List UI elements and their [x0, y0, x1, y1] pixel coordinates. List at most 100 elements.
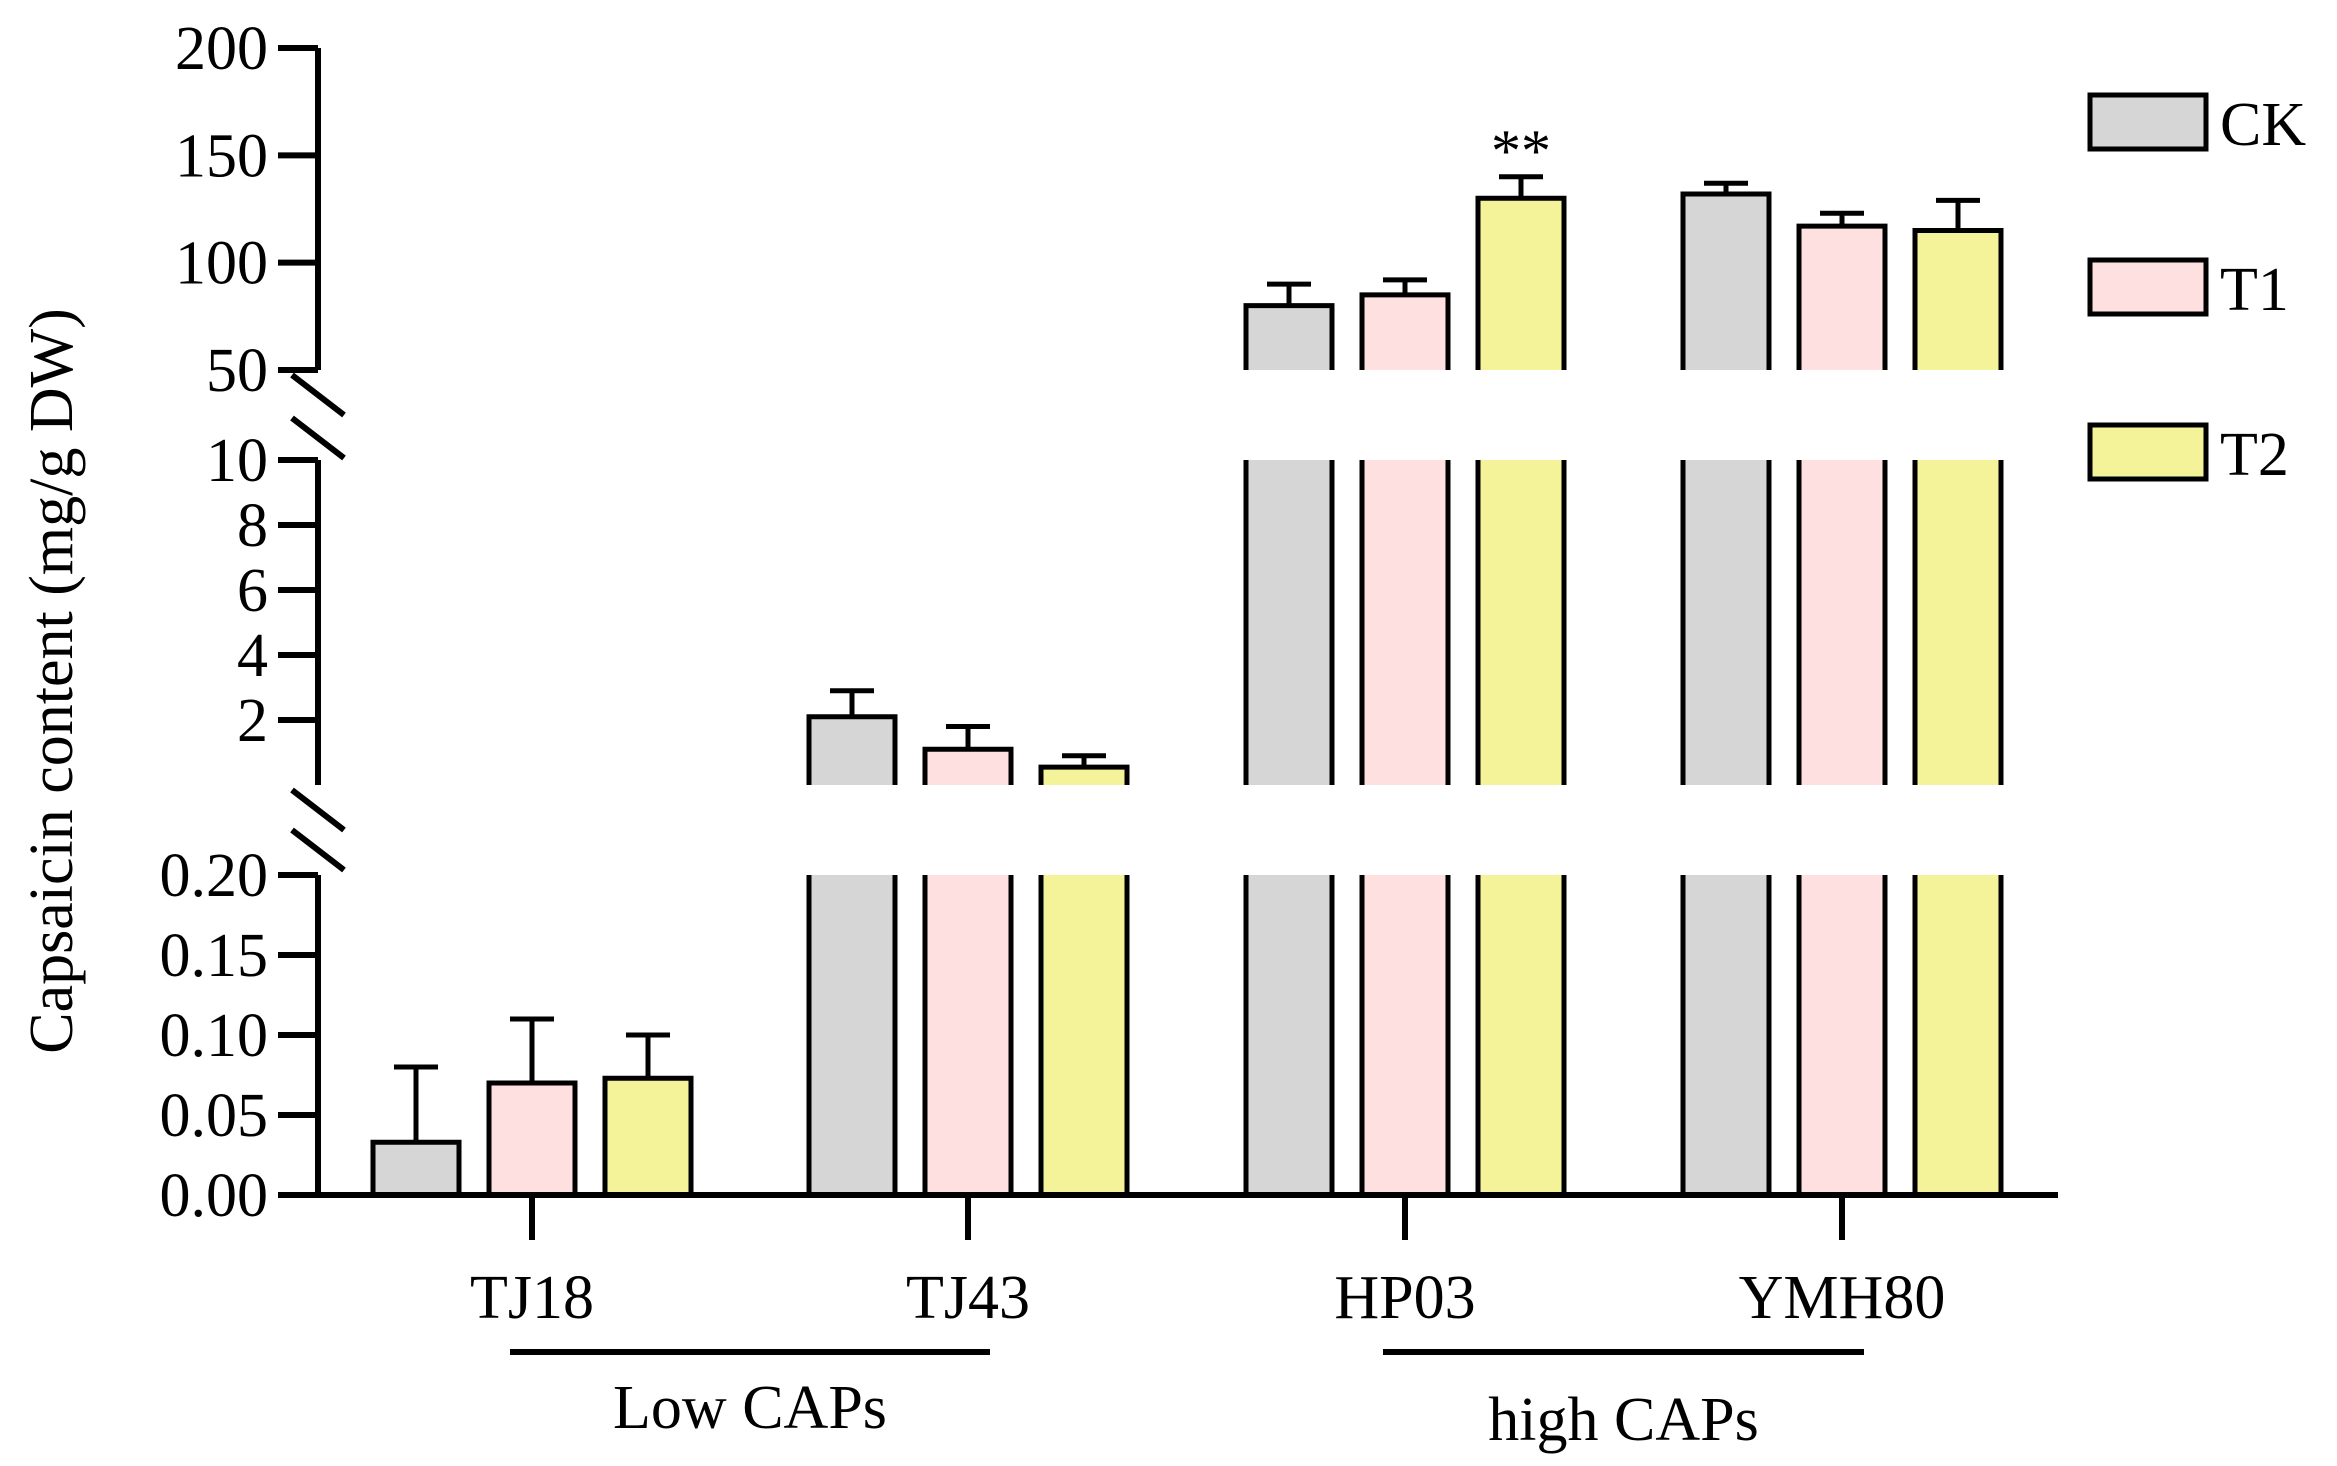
- bar-fill: [1041, 875, 1127, 1195]
- bar-t2-tj18: [602, 1075, 694, 1195]
- bar-fill: [1915, 875, 2001, 1195]
- y-tick-label: 0.00: [160, 1162, 269, 1230]
- bar-t2-hp03-part3: [1475, 195, 1567, 370]
- legend-item-t1: T1: [2087, 256, 2289, 324]
- y-axis-label: Capsaicin content (mg/g DW): [18, 308, 86, 1054]
- significance-label: **: [1491, 118, 1551, 184]
- errorbar-ck-tj43: [830, 688, 874, 717]
- bar-t2-tj43-part2: [1038, 764, 1130, 785]
- bar-fill: [1362, 294, 1448, 370]
- y-tick-label: 200: [175, 15, 268, 83]
- y-tick-label: 6: [237, 557, 268, 625]
- bar-ck-hp03-part2: [1243, 460, 1335, 785]
- legend-layer: CK T1 T2: [2087, 91, 2306, 489]
- y-tick-label: 0.05: [160, 1082, 269, 1150]
- bar-t1-hp03-part3: [1359, 292, 1451, 370]
- bar-fill: [1478, 875, 1564, 1195]
- bar-fill: [1915, 230, 2001, 370]
- bar-fill: [1362, 460, 1448, 785]
- bar-fill: [925, 749, 1011, 785]
- bar-fill: [1799, 875, 1885, 1195]
- errorbar-ck-tj18: [394, 1064, 438, 1143]
- bar-fill: [1683, 193, 1769, 370]
- errorbar-t1-ymh80: [1820, 210, 1864, 227]
- bar-t1-hp03-part2: [1359, 460, 1451, 785]
- y-tick-label: 150: [175, 122, 268, 190]
- bar-fill: [373, 1142, 459, 1195]
- legend-swatch: [2087, 422, 2209, 482]
- bar-ck-tj43-part2: [806, 714, 898, 785]
- errorbar-t1-tj18: [510, 1016, 554, 1083]
- bar-t1-ymh80-part2: [1796, 460, 1888, 785]
- bar-fill: [1362, 875, 1448, 1195]
- legend-label: T2: [2220, 421, 2289, 489]
- bar-fill: [1799, 460, 1885, 785]
- x-tick-label: TJ18: [470, 1264, 594, 1332]
- bar-fill: [1246, 875, 1332, 1195]
- x-tick-label: TJ43: [906, 1264, 1030, 1332]
- y-tick-label: 8: [237, 492, 268, 560]
- bar-fill: [1478, 198, 1564, 370]
- x-tick-label: YMH80: [1739, 1264, 1946, 1332]
- bar-fill: [605, 1078, 691, 1195]
- group-label: high CAPs: [1488, 1386, 1758, 1454]
- bar-t2-ymh80-part2: [1912, 460, 2004, 785]
- bar-t1-tj43-part1: [922, 875, 1014, 1195]
- bar-ck-tj43-part1: [806, 875, 898, 1195]
- bar-ck-hp03-part1: [1243, 875, 1335, 1195]
- legend-label: CK: [2220, 91, 2306, 159]
- bar-t1-ymh80-part1: [1796, 875, 1888, 1195]
- axis-break-mark: [290, 827, 346, 873]
- bar-fill: [1478, 460, 1564, 785]
- bar-ck-ymh80-part2: [1680, 460, 1772, 785]
- bar-fill: [809, 716, 895, 785]
- axis-break-mark: [290, 372, 346, 418]
- y-tick-label: 0.15: [160, 922, 269, 990]
- errorbar-t2-tj43: [1062, 753, 1106, 768]
- bar-fill: [1041, 767, 1127, 785]
- bar-t2-tj43-part1: [1038, 875, 1130, 1195]
- y-tick-label: 4: [237, 622, 268, 690]
- bar-ck-tj18: [370, 1139, 462, 1195]
- bar-t1-tj18: [486, 1080, 578, 1195]
- bar-t1-tj43-part2: [922, 746, 1014, 785]
- bar-fill: [1683, 875, 1769, 1195]
- legend-swatch: [2087, 92, 2209, 152]
- bar-ck-hp03-part3: [1243, 303, 1335, 370]
- bar-t2-ymh80-part1: [1912, 875, 2004, 1195]
- bar-fill: [1246, 460, 1332, 785]
- bar-fill: [1799, 226, 1885, 370]
- errorbar-t2-ymh80: [1936, 197, 1980, 231]
- bar-fill: [1915, 460, 2001, 785]
- errorbar-t1-tj43: [946, 724, 990, 750]
- errorbar-t2-hp03: [1499, 174, 1543, 199]
- bar-fill: [925, 875, 1011, 1195]
- errorbar-t1-hp03: [1383, 277, 1427, 295]
- bar-fill: [1683, 460, 1769, 785]
- bars-layer: [370, 174, 2004, 1195]
- y-tick-label: 10: [206, 427, 268, 495]
- legend-swatch: [2087, 257, 2209, 317]
- y-tick-label: 0.20: [160, 842, 269, 910]
- legend-item-t2: T2: [2087, 421, 2289, 489]
- bar-ck-ymh80-part1: [1680, 875, 1772, 1195]
- errorbar-t2-tj18: [626, 1032, 670, 1079]
- bar-fill: [1246, 305, 1332, 370]
- bar-t2-ymh80-part3: [1912, 227, 2004, 370]
- errorbar-ck-ymh80: [1704, 180, 1748, 194]
- bar-ck-ymh80-part3: [1680, 191, 1772, 370]
- y-tick-label: 0.10: [160, 1002, 269, 1070]
- bar-t2-hp03-part2: [1475, 460, 1567, 785]
- legend-label: T1: [2220, 256, 2289, 324]
- legend-item-ck: CK: [2087, 91, 2306, 159]
- bar-fill: [489, 1083, 575, 1195]
- bar-fill: [809, 875, 895, 1195]
- y-tick-label: 100: [175, 230, 268, 298]
- axis-break-mark: [290, 415, 346, 461]
- y-tick-label: 50: [206, 337, 268, 405]
- errorbar-ck-hp03: [1267, 281, 1311, 306]
- x-tick-label: HP03: [1334, 1264, 1475, 1332]
- y-tick-label: 2: [237, 687, 268, 755]
